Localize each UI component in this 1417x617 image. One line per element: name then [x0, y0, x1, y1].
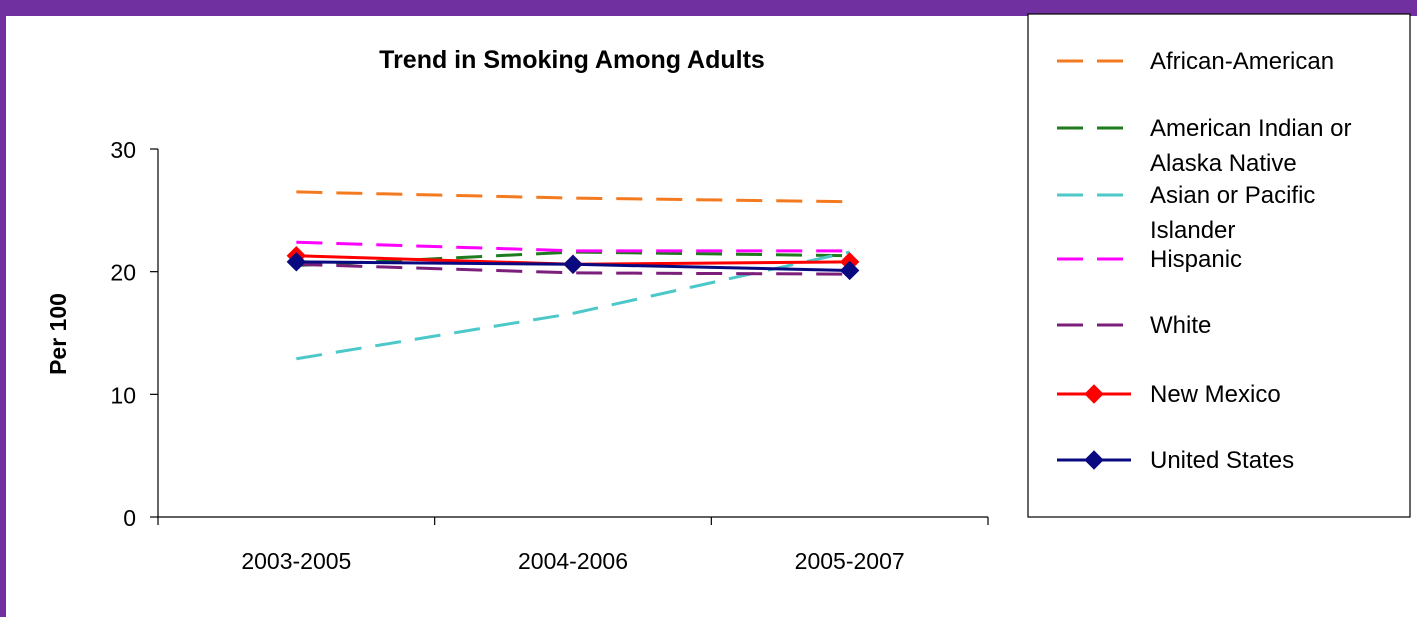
- data-point-united-states: [839, 260, 860, 281]
- y-axis-label: Per 100: [45, 293, 71, 375]
- legend-box: [1027, 13, 1411, 518]
- chart-title: Trend in Smoking Among Adults: [379, 46, 765, 74]
- x-tick-label: 2005-2007: [795, 548, 905, 574]
- data-point-united-states: [563, 254, 583, 275]
- legend-marker-united-states: [1084, 450, 1104, 470]
- y-tick-label: 10: [110, 382, 136, 408]
- legend-label-united-states: United States: [1150, 447, 1294, 474]
- legend-label-white: White: [1150, 312, 1211, 339]
- legend-label-line: African-American: [1150, 48, 1334, 75]
- legend-marker-new-mexico: [1084, 384, 1104, 404]
- x-tick-label: 2004-2006: [518, 548, 628, 574]
- legend-label-american-indian-or-alaska-native: American Indian or Alaska Native: [1150, 115, 1351, 177]
- legend-label-new-mexico: New Mexico: [1150, 381, 1281, 408]
- legend-label-line: United States: [1150, 447, 1294, 474]
- legend-label-african-american: African-American: [1150, 48, 1334, 75]
- legend-label-line: Alaska Native: [1150, 150, 1297, 177]
- slide-left-edge: [0, 16, 6, 617]
- series-line-white: [296, 262, 850, 276]
- legend-label-line: American Indian or: [1150, 115, 1351, 142]
- series-line-african-american: [296, 190, 850, 204]
- legend-label-asian-or-pacific-islander: Asian or Pacific Islander: [1150, 182, 1315, 244]
- y-tick-label: 20: [110, 260, 136, 286]
- slide-top-bar: [0, 0, 1417, 16]
- series-line-asian-or-pacific-islander: [296, 250, 850, 361]
- legend-label-line: Islander: [1150, 217, 1235, 244]
- legend-label-line: Asian or Pacific: [1150, 182, 1315, 209]
- legend-label-hispanic: Hispanic: [1150, 246, 1242, 273]
- data-point-united-states: [286, 252, 307, 272]
- legend-label-line: Hispanic: [1150, 246, 1242, 273]
- y-tick-label: 0: [123, 505, 136, 531]
- x-tick-label: 2003-2005: [241, 548, 351, 574]
- series-line-hispanic: [296, 240, 850, 253]
- series-line-american-indian-or-alaska-native: [296, 250, 850, 268]
- legend-label-line: White: [1150, 312, 1211, 339]
- y-tick-label: 30: [110, 137, 136, 163]
- legend-label-line: New Mexico: [1150, 381, 1281, 408]
